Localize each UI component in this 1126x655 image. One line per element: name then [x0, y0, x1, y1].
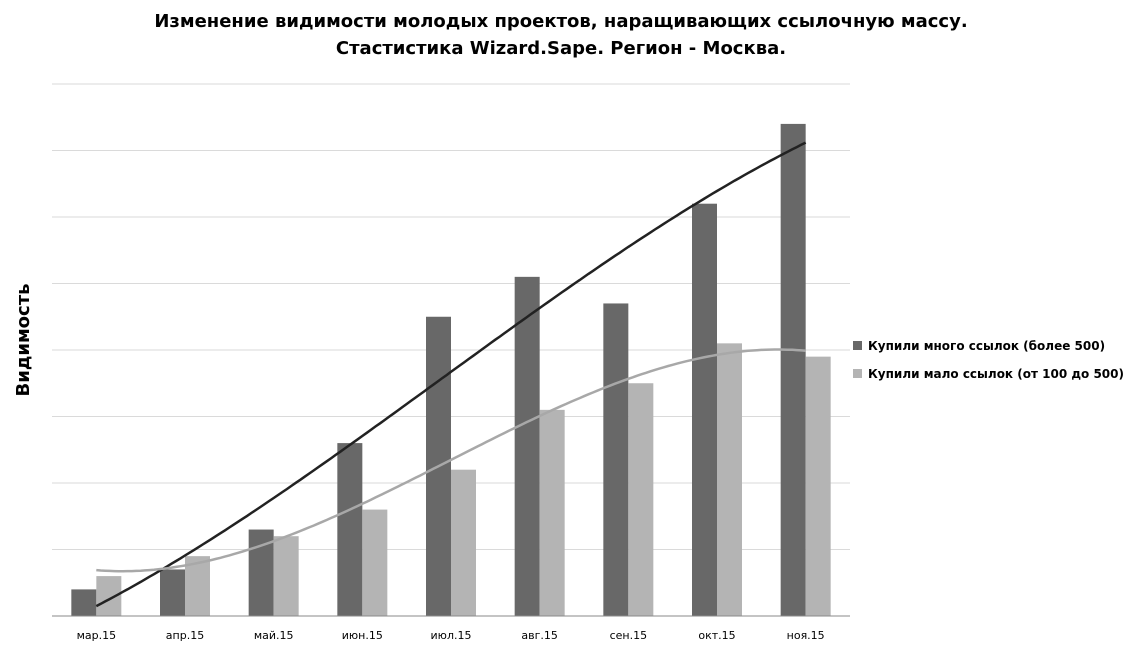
legend-swatch — [853, 369, 862, 378]
x-tick-label: окт.15 — [698, 629, 735, 642]
x-tick-label: ноя.15 — [787, 629, 825, 642]
x-tick-label: сен.15 — [610, 629, 648, 642]
chart-title: Изменение видимости молодых проектов, на… — [154, 11, 967, 59]
bar-series-1 — [71, 589, 97, 616]
x-axis-ticks: мар.15 апр.15 май.15 июн.15 июл.15 авг.15 сен.… — [77, 629, 825, 642]
trendline-series-2 — [96, 348, 806, 573]
bar-series-2 — [628, 383, 654, 616]
trendlines — [95, 141, 807, 608]
bar-series-1 — [692, 203, 717, 616]
bar-series-2 — [539, 409, 565, 616]
legend-label: Купили много ссылок (более 500) — [868, 339, 1105, 353]
bar-series-2 — [451, 469, 476, 616]
bars — [71, 123, 831, 617]
bar-series-1 — [603, 303, 629, 616]
legend: Купили много ссылок (более 500) Купили ма… — [853, 339, 1124, 381]
x-tick-label: июл.15 — [431, 629, 472, 642]
bar-series-2 — [185, 556, 210, 616]
legend-swatch — [853, 341, 862, 350]
legend-label: Купили мало ссылок (от 100 до 500) — [868, 367, 1124, 381]
bar-series-2 — [273, 536, 299, 616]
x-tick-label: май.15 — [254, 629, 294, 642]
x-tick-label: мар.15 — [77, 629, 117, 642]
chart-title-line-2: Стастистика Wizard.Sape. Регион - Москва… — [336, 38, 786, 59]
x-tick-label: апр.15 — [166, 629, 204, 642]
chart-title-line-1: Изменение видимости молодых проектов, на… — [154, 11, 967, 32]
bar-series-1 — [160, 569, 185, 616]
bar-series-1 — [514, 276, 540, 616]
trendline-series-1 — [95, 141, 807, 608]
x-tick-label: июн.15 — [342, 629, 383, 642]
x-tick-label: авг.15 — [521, 629, 558, 642]
y-axis-label: Видимость — [13, 283, 34, 396]
bar-series-1 — [780, 123, 806, 617]
bar-series-1 — [337, 443, 363, 616]
bar-series-2 — [805, 356, 831, 616]
bar-series-2 — [362, 509, 388, 616]
bar-series-2 — [717, 343, 742, 616]
